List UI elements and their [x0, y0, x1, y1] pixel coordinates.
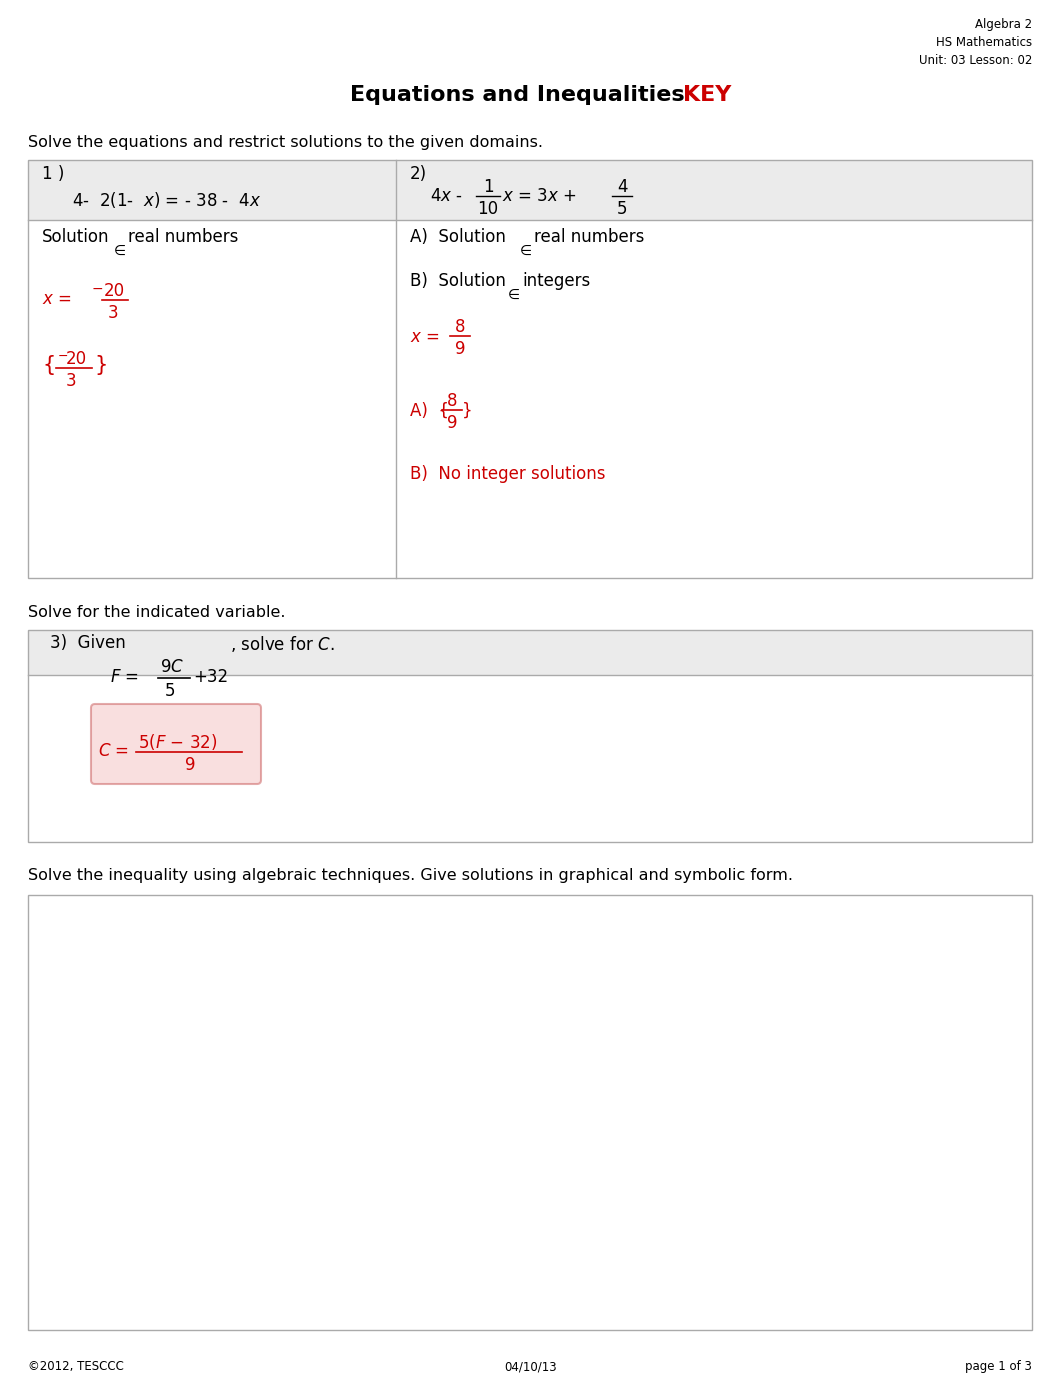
Text: ©2012, TESCCC: ©2012, TESCCC	[28, 1360, 124, 1373]
Text: 20: 20	[104, 282, 125, 300]
Text: }: }	[462, 402, 473, 420]
Text: 9: 9	[185, 756, 195, 774]
FancyBboxPatch shape	[91, 704, 261, 784]
Bar	[28, 675, 1032, 841]
Text: 4$x$ -: 4$x$ -	[430, 187, 463, 205]
Text: 8: 8	[447, 392, 458, 410]
Text: HS Mathematics: HS Mathematics	[936, 36, 1032, 50]
Text: B)  No integer solutions: B) No integer solutions	[410, 465, 605, 483]
Text: 4-  2(1-  $x$) = - 38 -  4$x$: 4- 2(1- $x$) = - 38 - 4$x$	[72, 190, 261, 211]
Text: −: −	[58, 350, 69, 364]
Text: 3: 3	[66, 372, 76, 390]
Text: Algebra 2: Algebra 2	[975, 18, 1032, 32]
Text: {: {	[42, 355, 55, 375]
Text: Unit: 03 Lesson: 02: Unit: 03 Lesson: 02	[919, 54, 1032, 67]
Text: KEY: KEY	[683, 85, 732, 105]
Text: 4: 4	[617, 178, 628, 196]
Text: Equations and Inequalities: Equations and Inequalities	[350, 85, 692, 105]
Text: $x$ = 3$x$ +: $x$ = 3$x$ +	[502, 187, 577, 205]
Bar	[28, 631, 1032, 841]
Text: integers: integers	[523, 273, 590, 291]
Text: 9$C$: 9$C$	[160, 658, 184, 676]
Text: real numbers: real numbers	[129, 229, 238, 246]
Text: 5: 5	[165, 682, 175, 700]
Bar	[28, 895, 1032, 1330]
Text: Solve for the indicated variable.: Solve for the indicated variable.	[28, 605, 286, 620]
Text: 8: 8	[455, 318, 465, 336]
Bar	[28, 160, 1032, 578]
Text: 3)  Given: 3) Given	[50, 633, 125, 651]
Text: , solve for $C$.: , solve for $C$.	[230, 633, 335, 654]
Text: $x$ =: $x$ =	[42, 291, 72, 308]
Text: ∈: ∈	[520, 244, 532, 257]
Text: page 1 of 3: page 1 of 3	[965, 1360, 1032, 1373]
Text: A)  Solution: A) Solution	[410, 229, 506, 246]
Text: 2): 2)	[410, 165, 427, 183]
Text: 10: 10	[478, 200, 498, 218]
Text: 04/10/13: 04/10/13	[504, 1360, 558, 1373]
Text: −: −	[92, 282, 104, 296]
Bar	[28, 631, 1032, 675]
Text: 5: 5	[617, 200, 628, 218]
Text: $F$ =: $F$ =	[110, 668, 139, 686]
Text: 5($F$ − 32): 5($F$ − 32)	[138, 733, 218, 752]
Text: 1 ): 1 )	[42, 165, 65, 183]
Text: Solve the inequality using algebraic techniques. Give solutions in graphical and: Solve the inequality using algebraic tec…	[28, 868, 793, 883]
Text: A)  {: A) {	[410, 402, 449, 420]
Text: ∈: ∈	[508, 288, 520, 302]
Text: ∈: ∈	[114, 244, 126, 257]
Text: 9: 9	[447, 414, 458, 432]
Text: $x$ =: $x$ =	[410, 328, 440, 346]
Text: B)  Solution: B) Solution	[410, 273, 506, 291]
Text: Solution: Solution	[42, 229, 109, 246]
Text: +32: +32	[193, 668, 228, 686]
Text: $C$ =: $C$ =	[98, 742, 129, 760]
Bar	[28, 160, 1032, 220]
Text: }: }	[95, 355, 107, 375]
Text: 3: 3	[108, 304, 119, 322]
Text: 9: 9	[455, 340, 465, 358]
Text: 20: 20	[66, 350, 87, 368]
Text: 1: 1	[483, 178, 494, 196]
Bar	[28, 220, 1032, 578]
Text: real numbers: real numbers	[534, 229, 645, 246]
Text: Solve the equations and restrict solutions to the given domains.: Solve the equations and restrict solutio…	[28, 135, 543, 150]
